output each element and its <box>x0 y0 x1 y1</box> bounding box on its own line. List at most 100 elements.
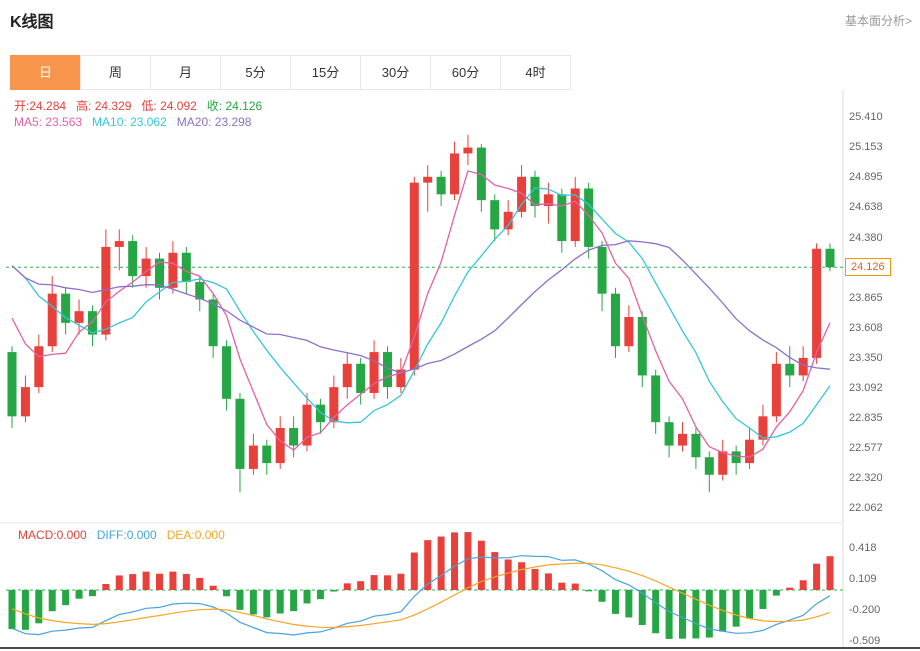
macd-bar <box>491 552 499 590</box>
macd-macd: MACD:0.000 <box>18 528 87 542</box>
candle-body <box>315 404 325 423</box>
candle-body <box>114 241 124 247</box>
dea-line <box>11 562 831 629</box>
candle-body <box>704 457 714 475</box>
fundamental-analysis-link[interactable]: 基本面分析> <box>844 14 912 28</box>
macd-bar <box>437 536 445 590</box>
macd-bar <box>75 590 83 599</box>
price-axis-label: 22.577 <box>849 442 883 454</box>
macd-bar <box>249 590 257 615</box>
macd-bar <box>196 577 204 590</box>
ma-header: MA5: 23.563 MA10: 23.062 MA20: 23.298 <box>14 115 261 129</box>
candle-body <box>423 176 433 183</box>
tab-月[interactable]: 月 <box>150 55 221 90</box>
macd-axis-label: -0.200 <box>849 604 881 616</box>
macd-bar <box>8 590 16 630</box>
macd-axis-label: 0.109 <box>849 573 877 585</box>
candle-body <box>610 293 620 347</box>
macd-bar <box>169 571 177 590</box>
tab-4时[interactable]: 4时 <box>500 55 571 90</box>
candle-body <box>517 176 527 212</box>
tab-30分[interactable]: 30分 <box>360 55 431 90</box>
candle-body <box>235 398 245 469</box>
macd-bar <box>786 587 794 590</box>
macd-bar <box>290 590 298 612</box>
interval-tabs: 日周月 5分 15分 30分 60分 4时 <box>10 55 571 90</box>
candle-body <box>289 428 299 446</box>
candle-body <box>570 188 580 242</box>
candle-body <box>222 346 232 399</box>
macd-bar <box>424 540 432 590</box>
candle-body <box>409 182 419 370</box>
macd-bar <box>705 590 713 638</box>
diff-line <box>11 555 831 636</box>
macd-bar <box>62 590 70 606</box>
macd-bar <box>732 590 740 627</box>
candle-body <box>302 404 312 446</box>
candle-body <box>61 293 71 323</box>
macd-bar <box>531 568 539 590</box>
macd-bar <box>357 581 365 590</box>
tab-周[interactable]: 周 <box>80 55 151 90</box>
price-axis-label: 22.320 <box>849 472 883 484</box>
candle-body <box>7 352 17 417</box>
candle-body <box>771 363 781 417</box>
macd-bar <box>518 562 526 590</box>
candle-body <box>141 258 151 277</box>
ohlc-close: 收: 24.126 <box>206 99 263 113</box>
ohlc-header: 开:24.284 高: 24.329 低: 24.092 收: 24.126 <box>14 97 272 114</box>
tab-15分[interactable]: 15分 <box>290 55 361 90</box>
macd-bar <box>209 585 217 590</box>
macd-bar <box>223 590 231 597</box>
macd-bar <box>652 590 660 634</box>
macd-bar <box>370 575 378 590</box>
macd-bar <box>679 590 686 639</box>
candle-body <box>275 428 285 464</box>
macd-bar <box>813 563 821 590</box>
price-axis-label: 24.380 <box>849 232 883 244</box>
macd-bar <box>544 573 552 590</box>
candle-body <box>155 258 165 288</box>
candle-body <box>463 147 473 154</box>
macd-bar <box>464 532 472 590</box>
candle-body <box>20 387 30 417</box>
macd-bar <box>410 552 418 590</box>
ohlc-low: 低: 24.092 <box>141 99 197 113</box>
candle-body <box>450 153 460 195</box>
price-axis-label: 23.092 <box>849 382 883 394</box>
macd-bar <box>585 590 593 592</box>
tab-日[interactable]: 日 <box>10 55 81 90</box>
candle-body <box>651 375 661 423</box>
ma20-line <box>11 240 831 374</box>
macd-bar <box>826 556 834 590</box>
candle-body <box>678 433 687 446</box>
candle-body <box>825 248 835 268</box>
candle-body <box>584 188 594 247</box>
macd-bar <box>746 590 754 619</box>
candle-body <box>691 433 701 458</box>
candle-body <box>262 445 272 464</box>
candle-body <box>543 194 553 207</box>
tab-60分[interactable]: 60分 <box>430 55 501 90</box>
macd-axis-label: 0.418 <box>849 542 877 554</box>
candle-body <box>369 352 379 393</box>
candle-body <box>181 252 191 282</box>
bottom-border <box>0 647 920 649</box>
candle-body <box>382 352 392 388</box>
candle-body <box>785 363 795 376</box>
candle-body <box>87 311 97 335</box>
tab-5分[interactable]: 5分 <box>220 55 291 90</box>
ohlc-open: 开:24.284 <box>14 99 67 113</box>
candle-body <box>47 293 57 347</box>
candle-body <box>758 416 768 440</box>
price-axis-label: 23.350 <box>849 352 883 364</box>
macd-bar <box>236 590 244 610</box>
candle-body <box>812 248 822 358</box>
macd-bar <box>638 590 646 625</box>
current-price-tag: 24.126 <box>845 258 891 276</box>
macd-bar <box>276 590 284 614</box>
candle-body <box>624 317 634 347</box>
macd-bar <box>799 580 807 590</box>
candle-body <box>731 451 741 464</box>
